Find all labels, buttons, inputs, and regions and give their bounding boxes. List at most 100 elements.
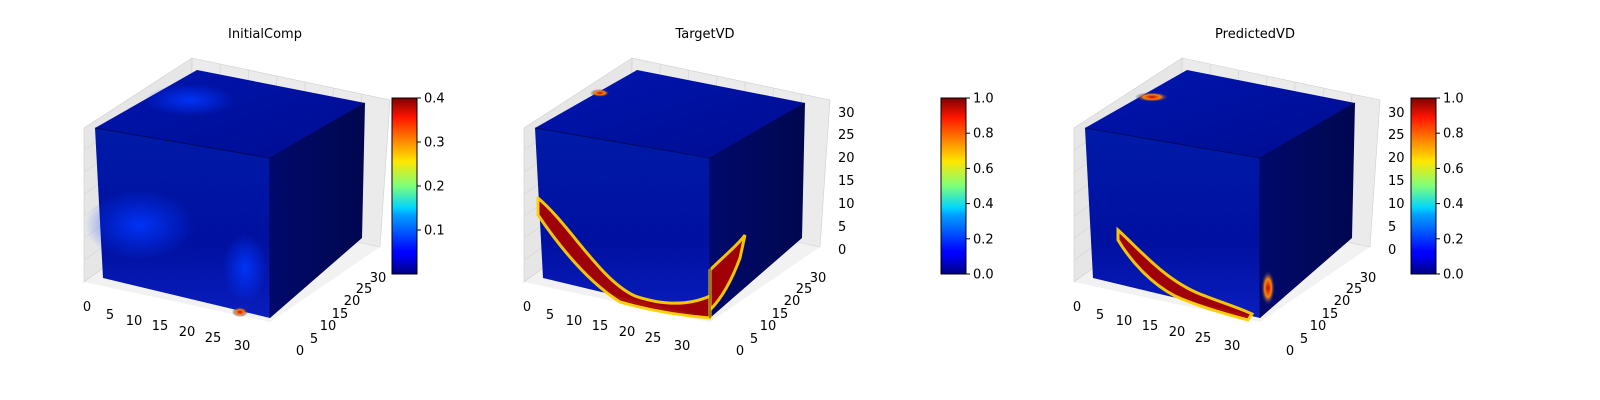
voxel-line [215, 148, 218, 306]
x-tick-label: 25 [645, 331, 662, 346]
colorbar-tick-label: 1.0 [973, 92, 994, 107]
y-tick-label: 15 [1322, 307, 1339, 322]
voxel-line [1216, 150, 1219, 309]
z-tick-label: 0 [1388, 243, 1396, 258]
voxel-line [660, 149, 664, 307]
x-tick-label: 15 [592, 319, 609, 334]
voxel-line [209, 147, 213, 305]
hotspot [232, 307, 248, 317]
y-tick-label: 30 [370, 271, 387, 286]
x-tick-label: 0 [83, 300, 91, 315]
colorbar-tick-label: 0.2 [973, 232, 994, 247]
y-tick-label: 0 [1286, 344, 1294, 359]
colorbar-tick-label: 0.3 [424, 136, 445, 151]
x-tick-label: 0 [523, 300, 531, 315]
voxel-line [1172, 142, 1177, 299]
cube-top-face [1085, 70, 1355, 158]
z-tick-label: 10 [1388, 197, 1405, 212]
voxel-line [666, 150, 669, 309]
y-tick-label: 5 [750, 332, 758, 347]
colorbar-tick-label: 0.8 [1443, 127, 1464, 142]
z-tick-label: 20 [838, 151, 855, 166]
voxel-line [1232, 153, 1235, 312]
x-tick-label: 10 [126, 314, 143, 329]
voxel-line [605, 140, 611, 295]
voxel-line [1117, 133, 1125, 286]
colorbar-tick-label: 0.6 [973, 162, 994, 177]
voxel-line [655, 148, 658, 306]
cube-side-face [1260, 103, 1355, 318]
z-tick-label: 5 [1388, 220, 1396, 235]
y-tick-label: 25 [1346, 282, 1363, 297]
x-tick-label: 0 [1073, 300, 1081, 315]
voxel-line [1166, 142, 1172, 297]
colorbar [391, 97, 418, 275]
voxel-line [682, 153, 685, 312]
colorbar-tick-label: 0.8 [973, 127, 994, 142]
colorbar-tick-label: 0.0 [1443, 268, 1464, 283]
voxel-line [1199, 147, 1203, 305]
hotspot [1261, 270, 1275, 306]
x-tick-label: 30 [1224, 339, 1241, 354]
y-tick-label: 10 [760, 319, 777, 334]
y-tick-label: 30 [810, 271, 827, 286]
y-tick-label: 10 [1310, 319, 1327, 334]
z-tick-label: 0 [838, 243, 846, 258]
voxel-line [1106, 131, 1115, 284]
y-tick-label: 5 [310, 332, 318, 347]
z-tick-label: 10 [838, 197, 855, 212]
x-tick-label: 5 [546, 308, 554, 323]
voxel-line [616, 142, 622, 297]
colorbar-tick-label: 0.2 [1443, 232, 1464, 247]
z-tick-label: 25 [838, 128, 855, 143]
chart-title: TargetVD [674, 27, 734, 42]
x-tick-label: 5 [1096, 308, 1104, 323]
colorbar [1410, 97, 1437, 275]
y-tick-label: 20 [784, 294, 801, 309]
density-streak [1116, 226, 1255, 322]
z-tick-label: 30 [1388, 106, 1405, 121]
hotspot [590, 89, 610, 97]
x-tick-label: 30 [234, 339, 251, 354]
x-tick-label: 15 [152, 319, 169, 334]
y-tick-label: 15 [332, 307, 349, 322]
density-patch [145, 84, 235, 116]
voxel-line [677, 152, 679, 311]
colorbar-tick-label: 0.4 [973, 197, 994, 212]
voxel-line [1221, 151, 1224, 310]
voxel-line [545, 129, 554, 281]
y-tick-label: 0 [296, 344, 304, 359]
colorbar-tick-label: 0.2 [424, 180, 445, 195]
y-tick-label: 20 [1334, 294, 1351, 309]
voxel-line [1188, 145, 1193, 302]
voxel-line [1123, 134, 1130, 287]
z-tick-label: 15 [838, 174, 855, 189]
y-tick-label: 30 [1360, 271, 1377, 286]
voxel-line [649, 147, 653, 305]
voxel-line [1090, 128, 1099, 280]
density-patch [223, 233, 267, 303]
y-tick-label: 10 [320, 319, 337, 334]
voxel-line [600, 139, 606, 294]
voxel-line [1237, 154, 1240, 314]
voxel-line [1227, 152, 1229, 311]
x-tick-label: 25 [205, 331, 222, 346]
colorbar-tick-label: 0.0 [973, 268, 994, 283]
voxel-line [204, 146, 208, 304]
x-tick-label: 30 [674, 339, 691, 354]
voxel-line [193, 144, 198, 301]
voxel-line [1243, 155, 1245, 315]
voxel-line [627, 143, 632, 300]
colorbar-tick-label: 0.6 [1443, 162, 1464, 177]
voxel-line [562, 132, 570, 285]
y-tick-label: 25 [796, 282, 813, 297]
voxel-line [1177, 143, 1182, 300]
voxel-line [1248, 156, 1250, 316]
voxel-line [671, 151, 674, 310]
colorbar-tick-label: 0.4 [1443, 197, 1464, 212]
x-tick-label: 25 [1195, 331, 1212, 346]
z-tick-label: 25 [1388, 128, 1405, 143]
x-tick-label: 15 [1142, 319, 1159, 334]
